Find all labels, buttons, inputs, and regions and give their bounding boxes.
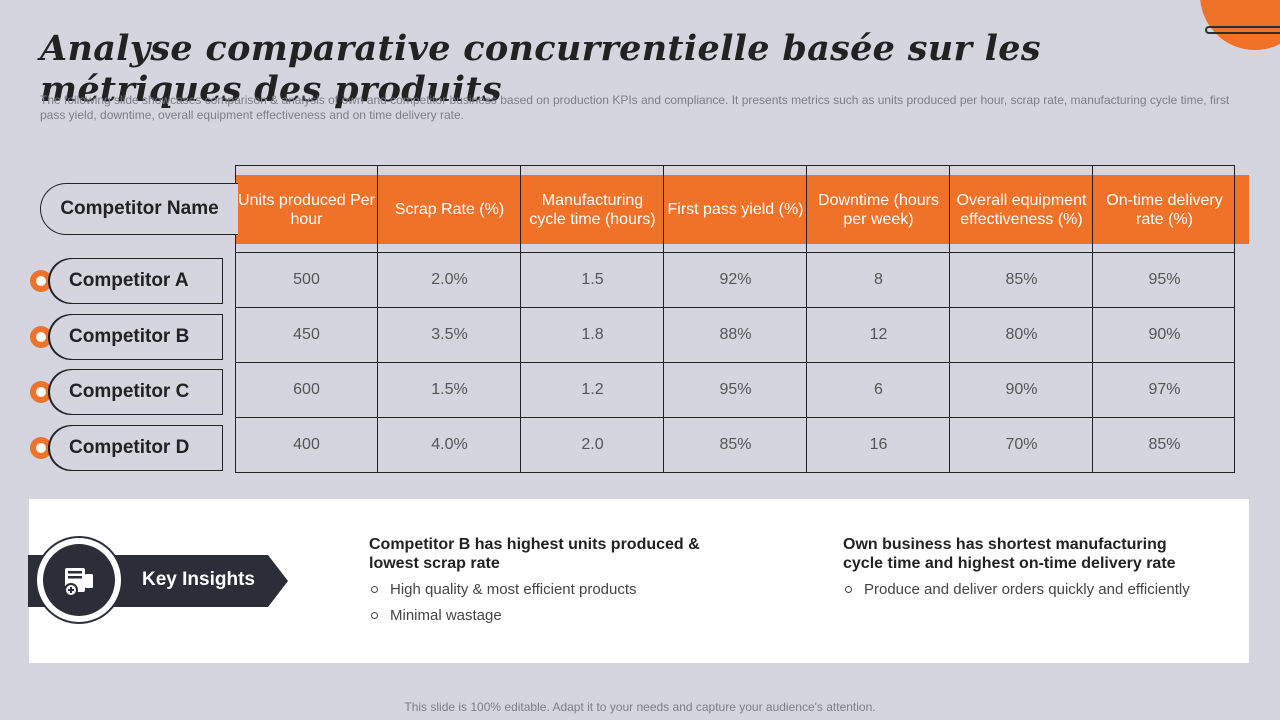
table-cell: 90% (1148, 326, 1181, 343)
table-divider (235, 307, 1235, 308)
table-cell: 2.0 (581, 436, 604, 453)
table-divider (1092, 165, 1093, 473)
column-header-cycle-time: Manufacturing cycle time (hours) (529, 191, 656, 228)
bullet-text: Produce and deliver orders quickly and e… (864, 581, 1190, 598)
table-cell: 95% (1148, 271, 1181, 288)
bullet-icon (30, 437, 52, 459)
column-header-on-time-delivery: On-time delivery rate (%) (1106, 191, 1223, 228)
table-cell: 600 (293, 381, 320, 398)
table-cell: 92% (719, 271, 752, 288)
insight-right-bullet: Produce and deliver orders quickly and e… (843, 581, 1190, 598)
circle-bullet-icon (371, 586, 378, 593)
column-header-downtime: Downtime (hours per week) (818, 191, 939, 228)
competitor-name-header: Competitor Name (40, 183, 238, 235)
column-header-first-pass-yield: First pass yield (%) (667, 201, 804, 218)
bullet-text: Minimal wastage (390, 607, 502, 624)
table-cell: 400 (293, 436, 320, 453)
table-cell: 80% (1005, 326, 1038, 343)
table-cell: 1.8 (581, 326, 604, 343)
competitor-name: Competitor A (50, 258, 223, 304)
footer-note: This slide is 100% editable. Adapt it to… (404, 700, 876, 714)
table-cell: 16 (869, 436, 888, 453)
bullet-icon (30, 270, 52, 292)
machine-icon (64, 568, 93, 597)
table-cell: 500 (293, 271, 320, 288)
comparison-table (235, 165, 1235, 473)
competitor-b-label: Competitor B (30, 314, 223, 360)
table-cell: 6 (874, 381, 883, 398)
table-cell: 88% (719, 326, 752, 343)
table-cell: 85% (719, 436, 752, 453)
bullet-icon (30, 326, 52, 348)
table-cell: 1.5 (581, 271, 604, 288)
competitor-name: Competitor B (50, 314, 223, 360)
table-cell: 97% (1148, 381, 1181, 398)
competitor-name: Competitor D (50, 425, 223, 471)
competitor-d-label: Competitor D (30, 425, 223, 471)
circle-bullet-icon (845, 586, 852, 593)
competitor-a-label: Competitor A (30, 258, 223, 304)
bullet-text: High quality & most efficient products (390, 581, 637, 598)
insight-left-bullet: High quality & most efficient products (369, 581, 637, 598)
table-cell: 1.5% (431, 381, 468, 398)
table-cell: 95% (719, 381, 752, 398)
table-cell: 4.0% (431, 436, 468, 453)
table-divider (949, 165, 950, 473)
table-cell: 450 (293, 326, 320, 343)
table-cell: 2.0% (431, 271, 468, 288)
page-title: Analyse comparative concurrentielle basé… (40, 28, 1041, 110)
competitor-name: Competitor C (50, 369, 223, 415)
corner-line-decoration (1205, 26, 1280, 34)
key-insights-label: Key Insights (142, 569, 255, 590)
table-divider (806, 165, 807, 473)
insight-left-title: Competitor B has highest units produced … (369, 536, 700, 572)
table-cell: 8 (874, 271, 883, 288)
table-divider (377, 165, 378, 473)
circle-bullet-icon (371, 612, 378, 619)
table-divider (520, 165, 521, 473)
key-insights-arrow (268, 555, 288, 607)
table-cell: 90% (1005, 381, 1038, 398)
table-cell: 12 (869, 326, 888, 343)
table-header-band (235, 175, 1249, 244)
table-divider (235, 362, 1235, 363)
table-cell: 70% (1005, 436, 1038, 453)
column-header-units-per-hour: Units produced Per hour (238, 191, 375, 228)
bullet-icon (30, 381, 52, 403)
table-cell: 3.5% (431, 326, 468, 343)
table-divider (663, 165, 664, 473)
table-divider (235, 417, 1235, 418)
column-header-scrap-rate: Scrap Rate (%) (394, 201, 505, 218)
page-subtitle: The following slide showcases comparison… (40, 93, 1230, 122)
table-cell: 85% (1005, 271, 1038, 288)
key-insights-badge (43, 544, 115, 616)
column-header-oee: Overall equipment effectiveness (%) (956, 191, 1087, 228)
insight-left-bullet: Minimal wastage (369, 607, 502, 624)
competitor-c-label: Competitor C (30, 369, 223, 415)
table-cell: 1.2 (581, 381, 604, 398)
table-cell: 85% (1148, 436, 1181, 453)
insight-right-title: Own business has shortest manufacturing … (843, 536, 1176, 572)
table-divider (235, 252, 1235, 253)
